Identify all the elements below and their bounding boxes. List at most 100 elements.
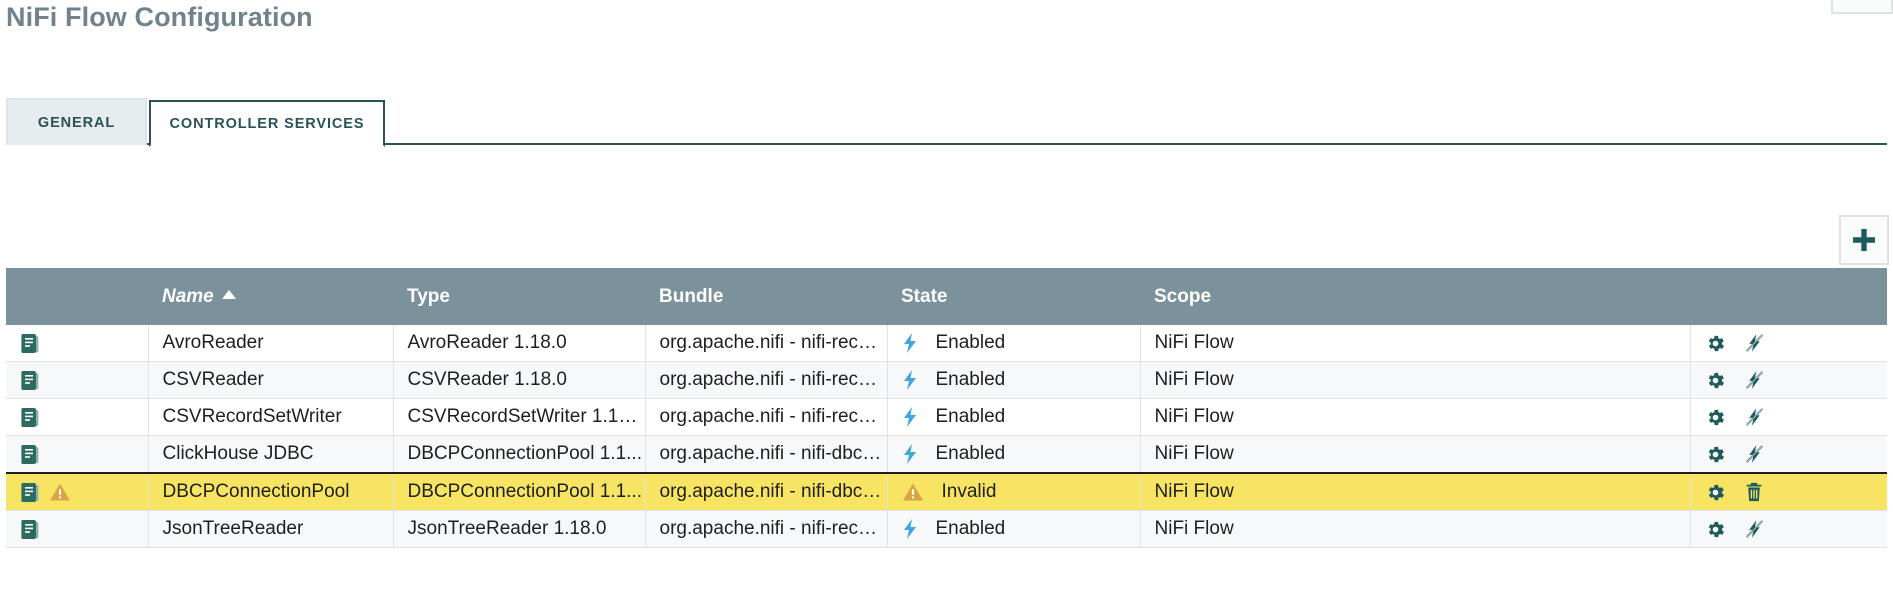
cell-type: DBCPConnectionPool 1.1... — [393, 472, 646, 511]
row-icons-cell — [6, 435, 149, 474]
table-header-row: Name Type Bundle State Scope — [6, 268, 1887, 325]
lightning-bolt-icon — [902, 406, 918, 428]
gear-icon[interactable] — [1705, 444, 1726, 465]
cell-bundle: org.apache.nifi - nifi-recor... — [645, 398, 888, 436]
cell-scope: NiFi Flow — [1140, 398, 1691, 436]
controller-services-table: Name Type Bundle State Scope — [6, 268, 1887, 548]
book-icon — [20, 406, 40, 428]
status-badge: Invalid — [941, 481, 997, 502]
cell-bundle: org.apache.nifi - nifi-recor... — [645, 510, 888, 548]
cell-scope: NiFi Flow — [1140, 510, 1691, 548]
book-icon — [20, 332, 40, 354]
warning-triangle-icon — [902, 482, 924, 502]
cell-scope: NiFi Flow — [1140, 361, 1691, 399]
cell-type: JsonTreeReader 1.18.0 — [393, 510, 646, 548]
tab-controller-services-label: CONTROLLER SERVICES — [169, 115, 365, 132]
tab-general[interactable]: GENERAL — [6, 98, 147, 145]
table-row[interactable]: ClickHouse JDBC DBCPConnectionPool 1.1...… — [6, 435, 1887, 474]
column-header-name[interactable]: Name — [148, 268, 393, 325]
table-row[interactable]: AvroReader AvroReader 1.18.0 org.apache.ni… — [6, 325, 1887, 362]
cell-actions — [1690, 398, 1887, 436]
column-header-icons — [6, 268, 148, 325]
cell-name: CSVRecordSetWriter — [148, 398, 394, 436]
column-header-state[interactable]: State — [887, 268, 1140, 325]
tab-controller-services[interactable]: CONTROLLER SERVICES — [149, 100, 385, 147]
add-controller-service-button[interactable] — [1839, 215, 1889, 265]
book-icon — [20, 443, 40, 465]
cell-bundle: org.apache.nifi - nifi-dbcp-... — [645, 435, 888, 474]
row-icons-cell — [6, 510, 149, 548]
row-icons-cell — [6, 472, 149, 511]
sort-ascending-icon — [221, 289, 236, 299]
gear-icon[interactable] — [1705, 519, 1726, 540]
cell-state: Enabled — [887, 435, 1141, 474]
lightning-bolt-icon — [902, 332, 918, 354]
cell-state: Enabled — [887, 398, 1141, 436]
status-badge: Enabled — [935, 518, 1006, 539]
gear-icon[interactable] — [1705, 407, 1726, 428]
cell-actions — [1690, 435, 1887, 474]
table-row[interactable]: JsonTreeReader JsonTreeReader 1.18.0 org.a… — [6, 510, 1887, 548]
controller-services-table-wrapper: Name Type Bundle State Scope — [6, 268, 1887, 548]
tab-general-label: GENERAL — [37, 114, 116, 131]
disable-icon[interactable] — [1744, 518, 1765, 540]
lightning-bolt-icon — [902, 369, 918, 391]
gear-icon[interactable] — [1705, 333, 1726, 354]
tab-underline — [6, 143, 1887, 145]
table-body: AvroReader AvroReader 1.18.0 org.apache.ni… — [6, 325, 1887, 548]
disable-icon[interactable] — [1744, 332, 1765, 354]
gear-icon[interactable] — [1705, 370, 1726, 391]
cell-type: DBCPConnectionPool 1.1... — [393, 435, 646, 474]
column-header-type[interactable]: Type — [393, 268, 645, 325]
cell-name: ClickHouse JDBC — [148, 435, 394, 474]
column-header-type-label: Type — [407, 285, 450, 307]
disable-icon[interactable] — [1744, 443, 1765, 465]
cell-scope: NiFi Flow — [1140, 472, 1691, 511]
cell-name: JsonTreeReader — [148, 510, 394, 548]
disable-icon[interactable] — [1744, 369, 1765, 391]
cell-bundle: org.apache.nifi - nifi-recor... — [645, 361, 888, 399]
plus-icon — [1851, 227, 1877, 253]
column-header-actions — [1690, 268, 1887, 325]
trash-icon[interactable] — [1744, 481, 1764, 503]
top-right-partial-control[interactable] — [1831, 0, 1893, 14]
cell-actions — [1690, 325, 1887, 362]
cell-type: CSVRecordSetWriter 1.18.0 — [393, 398, 646, 436]
status-badge: Enabled — [935, 369, 1006, 390]
cell-state: Enabled — [887, 325, 1141, 362]
cell-state: Enabled — [887, 510, 1141, 548]
column-header-scope[interactable]: Scope — [1140, 268, 1690, 325]
table-row[interactable]: CSVReader CSVReader 1.18.0 org.apache.nifi… — [6, 361, 1887, 399]
status-badge: Enabled — [935, 443, 1006, 464]
cell-name: CSVReader — [148, 361, 394, 399]
cell-actions — [1690, 361, 1887, 399]
cell-name: AvroReader — [148, 325, 394, 362]
cell-scope: NiFi Flow — [1140, 435, 1691, 474]
column-header-bundle-label: Bundle — [659, 285, 724, 307]
disable-icon[interactable] — [1744, 406, 1765, 428]
warning-triangle-icon — [49, 482, 71, 502]
cell-bundle: org.apache.nifi - nifi-dbcp-... — [645, 472, 888, 511]
row-icons-cell — [6, 398, 149, 436]
cell-name: DBCPConnectionPool — [148, 472, 394, 511]
gear-icon[interactable] — [1705, 482, 1726, 503]
cell-scope: NiFi Flow — [1140, 325, 1691, 362]
cell-actions — [1690, 472, 1887, 511]
book-icon — [20, 481, 40, 503]
cell-state: Enabled — [887, 361, 1141, 399]
cell-bundle: org.apache.nifi - nifi-recor... — [645, 325, 888, 362]
cell-type: CSVReader 1.18.0 — [393, 361, 646, 399]
table-row[interactable]: DBCPConnectionPool DBCPConnectionPool 1.1… — [6, 472, 1887, 511]
page-title: NiFi Flow Configuration — [6, 2, 313, 32]
column-header-scope-label: Scope — [1154, 285, 1212, 307]
book-icon — [20, 369, 40, 391]
column-header-name-label: Name — [162, 285, 214, 307]
row-icons-cell — [6, 325, 149, 362]
table-row[interactable]: CSVRecordSetWriter CSVRecordSetWriter 1.1… — [6, 398, 1887, 436]
column-header-bundle[interactable]: Bundle — [645, 268, 887, 325]
tab-bar: GENERAL CONTROLLER SERVICES — [6, 97, 1887, 147]
cell-actions — [1690, 510, 1887, 548]
table-header: Name Type Bundle State Scope — [6, 268, 1887, 325]
status-badge: Enabled — [935, 406, 1006, 427]
